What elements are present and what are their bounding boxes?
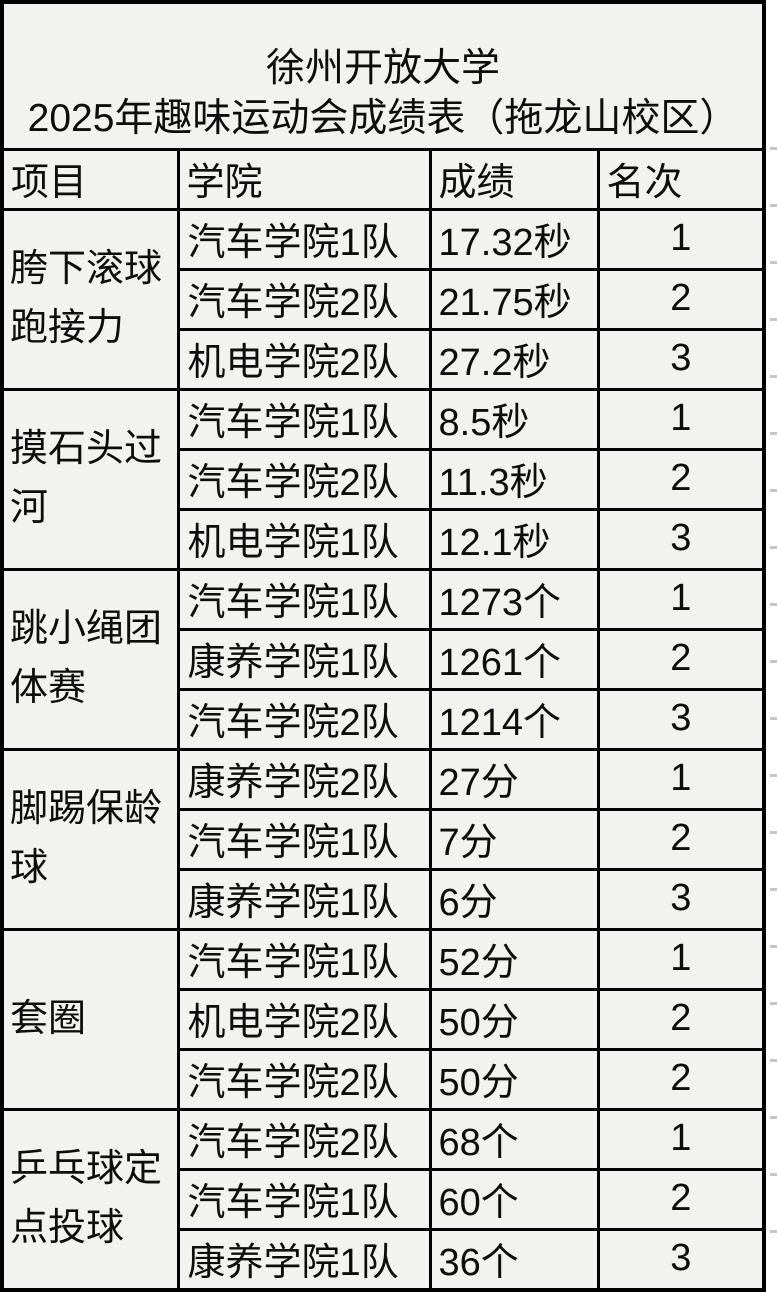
- cell-team[interactable]: 汽车学院2队: [176, 687, 432, 751]
- cell-score[interactable]: 50分: [428, 1047, 600, 1111]
- cell-rank[interactable]: 3: [596, 1227, 766, 1291]
- title-university: 徐州开放大学: [266, 46, 501, 90]
- cell-team[interactable]: 汽车学院1队: [176, 567, 432, 631]
- cell-team[interactable]: 机电学院2队: [176, 987, 432, 1051]
- cell-rank[interactable]: 2: [596, 987, 766, 1051]
- cell-score[interactable]: 36个: [428, 1227, 600, 1291]
- table-row: 康养学院1队 6分 3: [2, 867, 766, 931]
- header-event: 项目: [0, 147, 180, 211]
- right-gridline-stubs: [770, 93, 777, 1233]
- table-row: 摸石头过河 汽车学院1队 8.5秒 1: [0, 387, 766, 571]
- cell-team[interactable]: 汽车学院1队: [176, 207, 432, 271]
- table-row: 跳小绳团体赛 汽车学院1队 1273个 1: [0, 567, 766, 751]
- cell-rank[interactable]: 3: [596, 507, 766, 571]
- cell-score[interactable]: 11.3秒: [428, 447, 600, 511]
- cell-rank[interactable]: 1: [596, 207, 766, 271]
- cell-team[interactable]: 汽车学院2队: [176, 447, 432, 511]
- cell-score[interactable]: 12.1秒: [428, 507, 600, 571]
- cell-rank[interactable]: 1: [596, 567, 766, 631]
- table-row: 脚踢保龄球 康养学院2队 27分 1: [0, 747, 766, 931]
- cell-team[interactable]: 汽车学院2队: [176, 1107, 432, 1171]
- cell-team[interactable]: 康养学院1队: [176, 867, 432, 931]
- table-row: 康养学院1队 1261个 2: [2, 627, 766, 691]
- cell-team[interactable]: 汽车学院1队: [176, 387, 432, 451]
- cell-score[interactable]: 60个: [428, 1167, 600, 1231]
- cell-team[interactable]: 汽车学院1队: [176, 807, 432, 871]
- cell-rank[interactable]: 2: [596, 807, 766, 871]
- cell-team[interactable]: 康养学院1队: [176, 627, 432, 691]
- cell-rank[interactable]: 1: [596, 747, 766, 811]
- table-row: 胯下滚球跑接力 汽车学院1队 17.32秒 1: [0, 207, 766, 391]
- cell-score[interactable]: 50分: [428, 987, 600, 1051]
- cell-score[interactable]: 17.32秒: [428, 207, 600, 271]
- title-subtitle: 2025年趣味运动会成绩表（拖龙山校区）: [27, 96, 739, 140]
- cell-score[interactable]: 1273个: [428, 567, 600, 631]
- cell-team[interactable]: 康养学院1队: [176, 1227, 432, 1291]
- header-rank: 名次: [596, 147, 766, 211]
- header-row: 项目 学院 成绩 名次: [0, 147, 766, 211]
- cell-rank[interactable]: 2: [596, 267, 766, 331]
- cell-team[interactable]: 汽车学院1队: [176, 1167, 432, 1231]
- table-title: 徐州开放大学 2025年趣味运动会成绩表（拖龙山校区）: [0, 0, 766, 151]
- cell-rank[interactable]: 3: [596, 867, 766, 931]
- cell-rank[interactable]: 2: [596, 447, 766, 511]
- cell-event[interactable]: 乒乓球定点投球: [0, 1107, 180, 1291]
- table-row: 机电学院2队 27.2秒 3: [2, 327, 766, 391]
- cell-rank[interactable]: 2: [596, 1047, 766, 1111]
- cell-event[interactable]: 套圈: [0, 927, 180, 1111]
- table-row: 机电学院2队 50分 2: [2, 987, 766, 1051]
- header-college: 学院: [176, 147, 432, 211]
- table-row: 套圈 汽车学院1队 52分 1: [0, 927, 766, 1111]
- cell-score[interactable]: 68个: [428, 1107, 600, 1171]
- cell-score[interactable]: 7分: [428, 807, 600, 871]
- table-row: 机电学院1队 12.1秒 3: [2, 507, 766, 571]
- cell-score[interactable]: 8.5秒: [428, 387, 600, 451]
- cell-team[interactable]: 汽车学院2队: [176, 1047, 432, 1111]
- cell-team[interactable]: 机电学院2队: [176, 327, 432, 391]
- cell-score[interactable]: 1214个: [428, 687, 600, 751]
- cell-score[interactable]: 27.2秒: [428, 327, 600, 391]
- table-row: 汽车学院2队 50分 2: [2, 1047, 766, 1111]
- cell-event[interactable]: 跳小绳团体赛: [0, 567, 180, 751]
- cell-event[interactable]: 摸石头过河: [0, 387, 180, 571]
- table-row: 汽车学院2队 1214个 3: [2, 687, 766, 751]
- cell-event[interactable]: 脚踢保龄球: [0, 747, 180, 931]
- cell-rank[interactable]: 3: [596, 687, 766, 751]
- cell-event[interactable]: 胯下滚球跑接力: [0, 207, 180, 391]
- header-score: 成绩: [428, 147, 600, 211]
- table-row: 汽车学院2队 21.75秒 2: [2, 267, 766, 331]
- table-row: 汽车学院2队 11.3秒 2: [2, 447, 766, 511]
- cell-score[interactable]: 6分: [428, 867, 600, 931]
- cell-rank[interactable]: 1: [596, 387, 766, 451]
- cell-team[interactable]: 汽车学院1队: [176, 927, 432, 991]
- table-row: 汽车学院1队 60个 2: [2, 1167, 766, 1231]
- title-row: 徐州开放大学 2025年趣味运动会成绩表（拖龙山校区）: [0, 0, 766, 151]
- cell-rank[interactable]: 2: [596, 627, 766, 691]
- cell-score[interactable]: 27分: [428, 747, 600, 811]
- cell-rank[interactable]: 3: [596, 327, 766, 391]
- cell-team[interactable]: 康养学院2队: [176, 747, 432, 811]
- cell-score[interactable]: 1261个: [428, 627, 600, 691]
- cell-rank[interactable]: 1: [596, 1107, 766, 1171]
- cell-rank[interactable]: 2: [596, 1167, 766, 1231]
- cell-score[interactable]: 52分: [428, 927, 600, 991]
- table-row: 乒乓球定点投球 汽车学院2队 68个 1: [0, 1107, 766, 1291]
- cell-rank[interactable]: 1: [596, 927, 766, 991]
- cell-score[interactable]: 21.75秒: [428, 267, 600, 331]
- cell-team[interactable]: 汽车学院2队: [176, 267, 432, 331]
- cell-team[interactable]: 机电学院1队: [176, 507, 432, 571]
- table-row: 汽车学院1队 7分 2: [2, 807, 766, 871]
